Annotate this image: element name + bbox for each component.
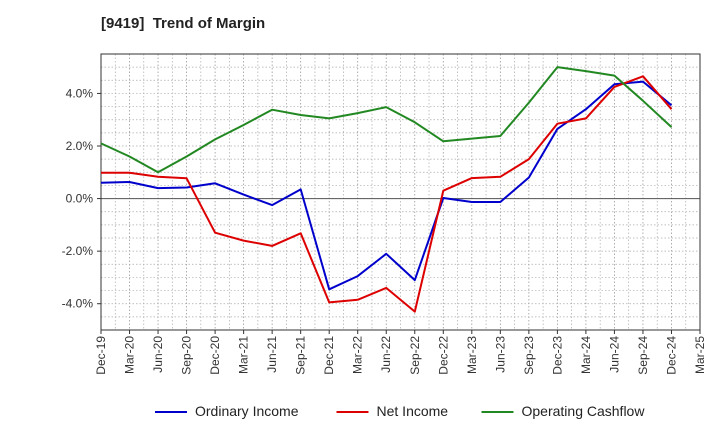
x-tick-label: Jun-20 — [151, 336, 165, 373]
x-tick-label: Jun-22 — [379, 336, 393, 373]
x-tick-label: Mar-25 — [693, 336, 707, 374]
x-tick-label: Sep-21 — [294, 336, 308, 375]
legend-label-operating-cashflow: Operating Cashflow — [522, 403, 646, 419]
x-tick-label: Jun-23 — [493, 336, 507, 373]
y-tick-label: -4.0% — [62, 297, 94, 311]
x-tick-label: Dec-21 — [322, 336, 336, 375]
legend-label-ordinary-income: Ordinary Income — [195, 403, 299, 419]
x-tick-label: Mar-24 — [579, 336, 593, 374]
x-tick-label: Jun-24 — [607, 336, 621, 373]
x-tick-label: Sep-24 — [636, 336, 650, 375]
series-line-operating-cashflow — [100, 66, 673, 174]
legend-label-net-income: Net Income — [377, 403, 449, 419]
x-tick-label: Dec-19 — [94, 336, 108, 375]
y-tick-label: 2.0% — [66, 139, 94, 153]
x-tick-label: Mar-22 — [351, 336, 365, 374]
y-tick-label: 0.0% — [66, 192, 94, 206]
x-tick-label: Mar-20 — [123, 336, 137, 374]
series-line-ordinary-income — [100, 80, 673, 291]
x-tick-label: Dec-23 — [550, 336, 564, 375]
x-tick-label: Jun-21 — [265, 336, 279, 373]
x-tick-label: Dec-22 — [436, 336, 450, 375]
chart-title: [9419] Trend of Margin — [101, 15, 266, 32]
series-line-net-income — [101, 75, 673, 313]
x-tick-label: Dec-24 — [664, 336, 678, 375]
x-tick-label: Mar-23 — [465, 336, 479, 374]
y-tick-label: -2.0% — [62, 244, 94, 258]
x-tick-label: Sep-20 — [180, 336, 194, 375]
x-tick-label: Mar-21 — [237, 336, 251, 374]
x-tick-label: Sep-23 — [522, 336, 536, 375]
x-tick-label: Dec-20 — [208, 336, 222, 375]
y-tick-label: 4.0% — [66, 86, 94, 100]
plot-frame — [100, 53, 701, 331]
x-tick-label: Sep-22 — [408, 336, 422, 375]
